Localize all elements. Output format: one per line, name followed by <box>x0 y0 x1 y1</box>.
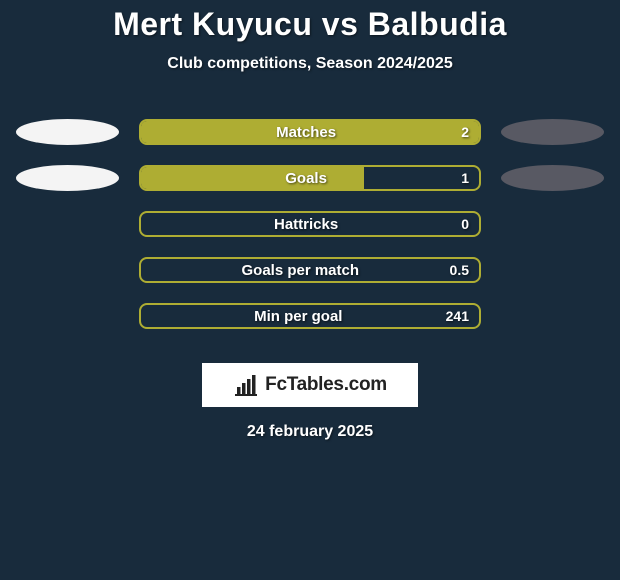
stat-value: 2 <box>461 124 469 140</box>
stat-bar: Min per goal 241 <box>139 303 481 329</box>
stat-row: Min per goal 241 <box>0 293 620 339</box>
bar-chart-icon <box>233 373 259 397</box>
stat-label: Goals per match <box>151 262 450 279</box>
stat-label: Goals <box>151 170 461 187</box>
stat-row: Goals 1 <box>0 155 620 201</box>
stat-label: Min per goal <box>151 308 446 325</box>
stat-bar: Goals per match 0.5 <box>139 257 481 283</box>
bar-text: Goals 1 <box>141 167 479 189</box>
brand-text: FcTables.com <box>265 374 387 396</box>
stat-bar: Goals 1 <box>139 165 481 191</box>
stat-value: 1 <box>461 170 469 186</box>
stat-value: 241 <box>446 308 469 324</box>
page-subtitle: Club competitions, Season 2024/2025 <box>0 55 620 73</box>
stat-label: Hattricks <box>151 216 461 233</box>
left-ellipse-icon <box>16 165 119 191</box>
bar-text: Hattricks 0 <box>141 213 479 235</box>
comparison-card: Mert Kuyucu vs Balbudia Club competition… <box>0 0 620 580</box>
bar-text: Min per goal 241 <box>141 305 479 327</box>
page-title: Mert Kuyucu vs Balbudia <box>0 0 620 43</box>
stat-value: 0 <box>461 216 469 232</box>
brand-logo[interactable]: FcTables.com <box>202 363 418 407</box>
right-ellipse-icon <box>501 165 604 191</box>
bar-text: Matches 2 <box>141 121 479 143</box>
stat-bar: Matches 2 <box>139 119 481 145</box>
bar-text: Goals per match 0.5 <box>141 259 479 281</box>
stat-row: Matches 2 <box>0 109 620 155</box>
stat-label: Matches <box>151 124 461 141</box>
date-text: 24 february 2025 <box>0 423 620 441</box>
stat-row: Hattricks 0 <box>0 201 620 247</box>
left-ellipse-icon <box>16 119 119 145</box>
stat-value: 0.5 <box>450 262 469 278</box>
stat-bar: Hattricks 0 <box>139 211 481 237</box>
right-ellipse-icon <box>501 119 604 145</box>
stats-section: Matches 2 Goals 1 Hattricks <box>0 109 620 339</box>
stat-row: Goals per match 0.5 <box>0 247 620 293</box>
